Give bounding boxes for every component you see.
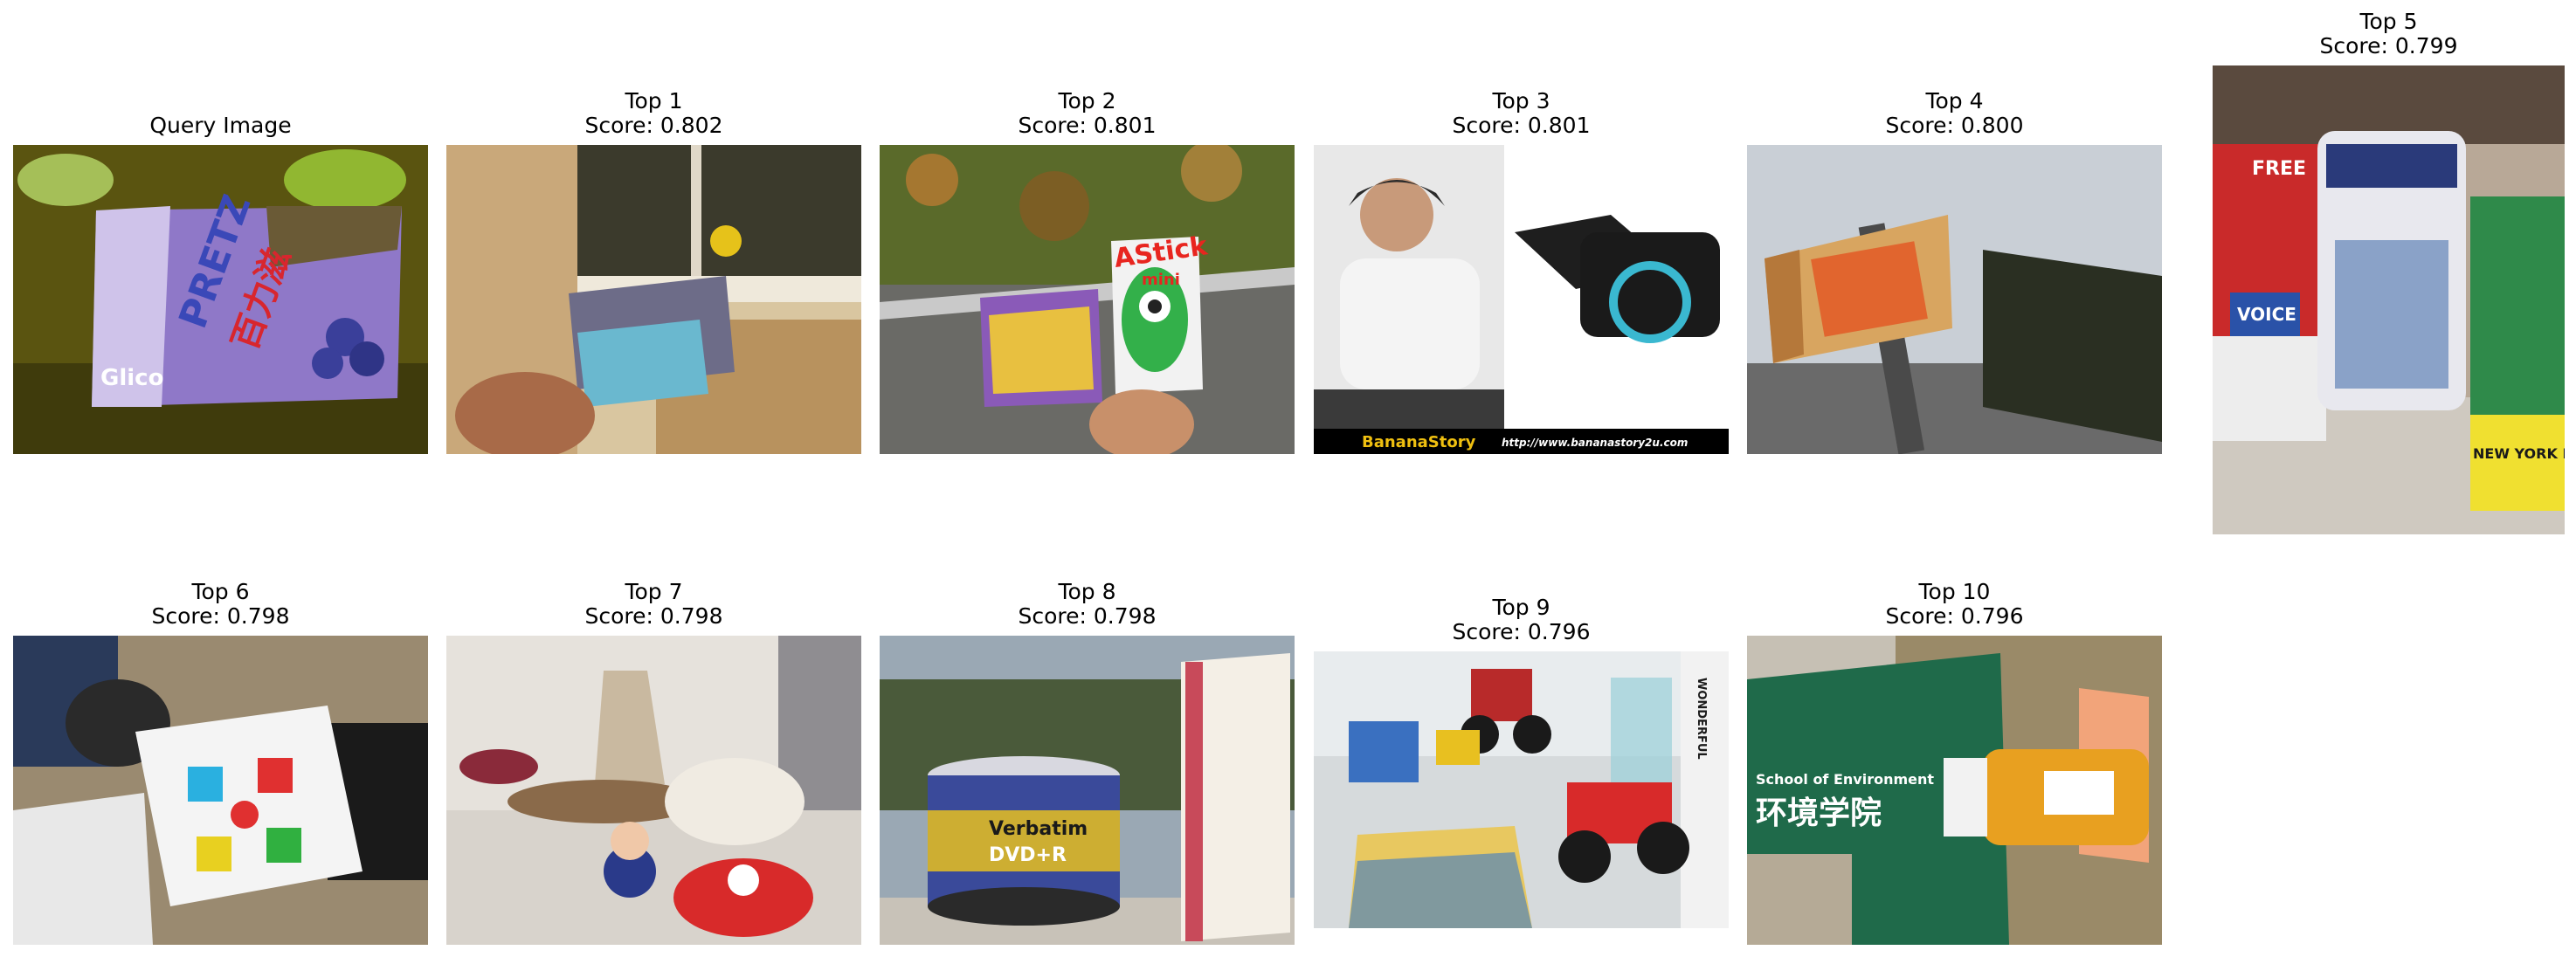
wonderful-label: WONDERFUL (1695, 678, 1708, 760)
result-panel-6: Top 6 Score: 0.798 (13, 580, 428, 945)
result-score-7: Score: 0.798 (584, 603, 723, 629)
result-score-5: Score: 0.799 (2319, 33, 2458, 59)
result-panel-5: Top 5 Score: 0.799 FREE VOICE NEW YORK P… (2213, 10, 2565, 534)
school-cn-label: 环境学院 (1756, 795, 1882, 831)
result-photo-6[interactable] (13, 636, 428, 945)
result-rank-2: Top 2 (1058, 88, 1116, 114)
glico-label: Glico (100, 365, 163, 391)
ny-press-label: NEW YORK PRESS (2473, 445, 2565, 462)
result-rank-8: Top 8 (1058, 579, 1116, 604)
result-photo-4[interactable] (1747, 145, 2162, 454)
astick-sub-label: mini (1142, 271, 1180, 289)
query-photo: PRETZ 百力滋 Glico (13, 145, 428, 454)
result-panel-7: Top 7 Score: 0.798 (446, 580, 861, 945)
result-panel-2: Top 2 Score: 0.801 AStick mini (880, 89, 1295, 454)
verbatim-label: Verbatim (989, 818, 1088, 840)
result-title-5: Top 5 Score: 0.799 (2213, 10, 2565, 59)
query-title-text: Query Image (149, 113, 292, 138)
free-label: FREE (2252, 158, 2306, 180)
result-photo-3[interactable]: BananaStory http://www.bananastory2u.com (1314, 145, 1729, 454)
result-panel-4: Top 4 Score: 0.800 (1747, 89, 2162, 454)
result-rank-5: Top 5 (2359, 9, 2418, 34)
result-score-6: Score: 0.798 (151, 603, 290, 629)
result-photo-9[interactable]: WONDERFUL (1314, 651, 1729, 928)
result-title-9: Top 9 Score: 0.796 (1314, 596, 1729, 644)
result-title-3: Top 3 Score: 0.801 (1314, 89, 1729, 138)
result-panel-9: Top 9 Score: 0.796 WONDERFUL (1314, 596, 1729, 928)
result-score-4: Score: 0.800 (1885, 113, 2024, 138)
result-title-8: Top 8 Score: 0.798 (880, 580, 1295, 629)
query-panel: Query Image PRETZ 百力滋 Glico (13, 114, 428, 454)
result-photo-2[interactable]: AStick mini (880, 145, 1295, 454)
result-score-3: Score: 0.801 (1452, 113, 1591, 138)
query-title: Query Image (13, 114, 428, 138)
result-photo-5[interactable]: FREE VOICE NEW YORK PRESS (2213, 65, 2565, 534)
result-rank-4: Top 4 (1925, 88, 1984, 114)
result-title-6: Top 6 Score: 0.798 (13, 580, 428, 629)
result-score-8: Score: 0.798 (1018, 603, 1157, 629)
result-title-1: Top 1 Score: 0.802 (446, 89, 861, 138)
result-rank-9: Top 9 (1492, 595, 1550, 620)
voice-label: VOICE (2237, 304, 2296, 325)
result-photo-7[interactable] (446, 636, 861, 945)
dvdr-label: DVD+R (989, 844, 1067, 866)
result-panel-1: Top 1 Score: 0.802 (446, 89, 861, 454)
result-photo-10[interactable]: School of Environment 环境学院 (1747, 636, 2162, 945)
result-rank-6: Top 6 (191, 579, 250, 604)
banana-label: BananaStory (1362, 433, 1476, 451)
school-label: School of Environment (1756, 771, 1934, 788)
result-panel-10: Top 10 Score: 0.796 School of Environmen… (1747, 580, 2162, 945)
result-panel-8: Top 8 Score: 0.798 Verbatim DVD+R (880, 580, 1295, 945)
result-rank-7: Top 7 (625, 579, 683, 604)
result-score-10: Score: 0.796 (1885, 603, 2024, 629)
result-title-7: Top 7 Score: 0.798 (446, 580, 861, 629)
result-rank-1: Top 1 (625, 88, 683, 114)
result-photo-1[interactable] (446, 145, 861, 454)
result-score-1: Score: 0.802 (584, 113, 723, 138)
banana-url-label: http://www.bananastory2u.com (1502, 437, 1688, 449)
result-title-10: Top 10 Score: 0.796 (1747, 580, 2162, 629)
result-rank-3: Top 3 (1492, 88, 1550, 114)
result-photo-8[interactable]: Verbatim DVD+R (880, 636, 1295, 945)
result-score-9: Score: 0.796 (1452, 619, 1591, 644)
result-rank-10: Top 10 (1918, 579, 1991, 604)
result-title-2: Top 2 Score: 0.801 (880, 89, 1295, 138)
result-title-4: Top 4 Score: 0.800 (1747, 89, 2162, 138)
result-panel-3: Top 3 Score: 0.801 BananaStory http://ww… (1314, 89, 1729, 454)
result-score-2: Score: 0.801 (1018, 113, 1157, 138)
